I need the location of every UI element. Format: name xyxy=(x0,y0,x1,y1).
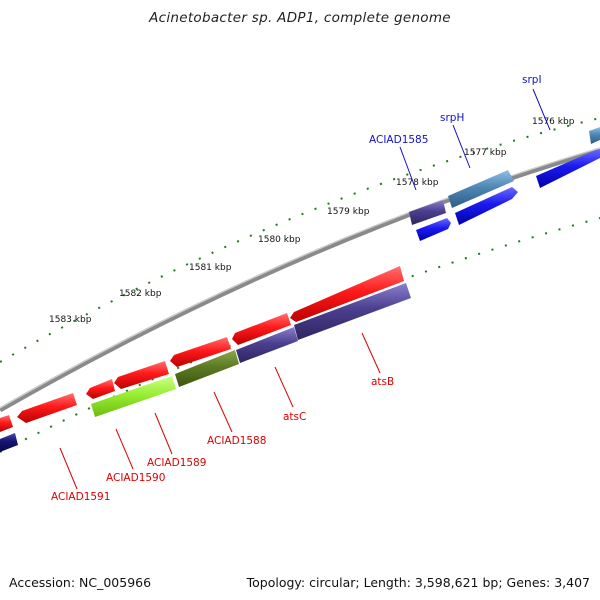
gene-feature-ACIAD1588[interactable] xyxy=(175,350,239,387)
gene-label-atsB[interactable]: atsB xyxy=(371,376,394,388)
gene-feature-ACIAD1585[interactable] xyxy=(409,200,446,225)
gene-label-ACIAD1589[interactable]: ACIAD1589 xyxy=(147,457,206,469)
scale-label-1583: 1583 kbp xyxy=(49,315,92,325)
map-title: Acinetobacter sp. ADP1, complete genome xyxy=(149,10,451,26)
accession-text: Accession: NC_005966 xyxy=(9,575,152,590)
gene-feature-left-red[interactable] xyxy=(0,415,13,432)
gene-feature-ACIAD1589[interactable] xyxy=(91,376,176,417)
scale-label-1581: 1581 kbp xyxy=(189,263,232,273)
gene-feature-ACIAD1590b[interactable] xyxy=(86,379,115,399)
scale-label-1576: 1576 kbp xyxy=(532,117,575,127)
scale-label-1578: 1578 kbp xyxy=(396,178,439,188)
gene-feature-srpH[interactable] xyxy=(448,170,514,208)
gene-feature-ACIAD1588-upper[interactable] xyxy=(170,337,231,367)
gene-feature-atsC[interactable] xyxy=(236,327,298,363)
gene-feature-ACIAD1585-lower[interactable] xyxy=(416,218,451,241)
genome-backbone-highlight xyxy=(0,147,600,409)
gene-feature-ACIAD1591[interactable] xyxy=(17,393,77,423)
gene-label-atsC[interactable]: atsC xyxy=(283,411,306,423)
gene-feature-ACIAD1590[interactable] xyxy=(114,361,169,389)
gene-feature-edge[interactable] xyxy=(589,127,600,144)
gene-feature-left-navy[interactable] xyxy=(0,433,18,452)
gene-feature-srpI-lower[interactable] xyxy=(455,187,518,225)
gene-label-ACIAD1588[interactable]: ACIAD1588 xyxy=(207,435,266,447)
topology-text: Topology: circular; Length: 3,598,621 bp… xyxy=(246,575,590,590)
scale-label-1577: 1577 kbp xyxy=(464,148,507,158)
scale-label-1580: 1580 kbp xyxy=(258,235,301,245)
gene-label-srpH[interactable]: srpH xyxy=(440,112,464,124)
gene-feature-atsB-upper[interactable] xyxy=(290,266,404,322)
gene-feature-atsC-upper[interactable] xyxy=(232,313,291,345)
scale-label-1579: 1579 kbp xyxy=(327,207,370,217)
gene-label-ACIAD1590[interactable]: ACIAD1590 xyxy=(106,472,165,484)
gene-feature-atsB[interactable] xyxy=(294,283,411,340)
gene-label-ACIAD1585[interactable]: ACIAD1585 xyxy=(369,134,428,146)
gene-feature-srpI[interactable] xyxy=(536,149,600,188)
scale-label-1582: 1582 kbp xyxy=(119,289,162,299)
gene-label-ACIAD1591[interactable]: ACIAD1591 xyxy=(51,491,110,503)
gene-label-srpI[interactable]: srpI xyxy=(522,74,542,86)
genome-backbone xyxy=(0,147,600,413)
label-leaders xyxy=(59,88,551,490)
